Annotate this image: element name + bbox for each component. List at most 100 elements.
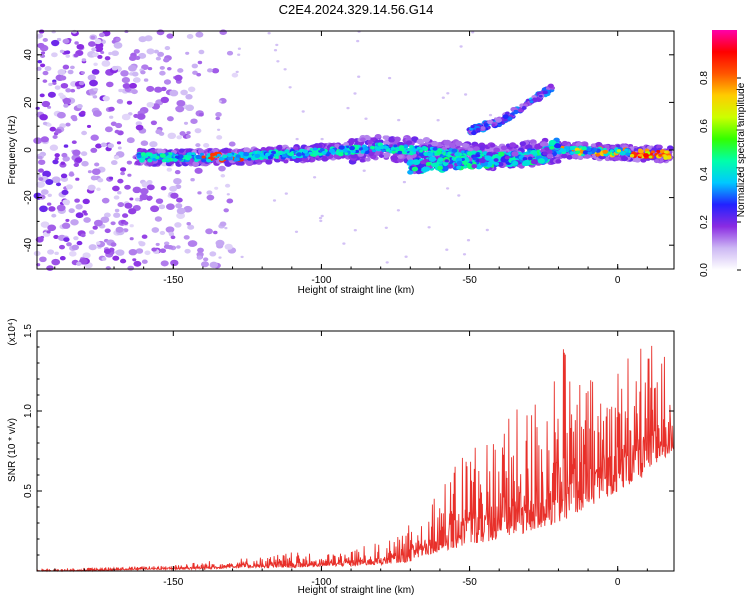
spectral-point xyxy=(138,36,147,43)
spectral-point xyxy=(488,113,493,117)
spectral-point xyxy=(88,244,97,251)
spectral-point xyxy=(61,152,68,158)
spectral-point xyxy=(547,83,554,89)
spectral-point xyxy=(416,138,425,145)
spectral-point xyxy=(412,159,421,166)
spectral-point xyxy=(38,177,44,181)
snr-background xyxy=(37,331,674,571)
spectral-point xyxy=(156,29,165,36)
spectral-point xyxy=(321,150,327,155)
spectral-point xyxy=(237,160,245,166)
spectral-point xyxy=(90,175,98,181)
spectral-point xyxy=(166,116,174,122)
spectral-point xyxy=(353,92,357,95)
spectral-point xyxy=(359,137,366,142)
spectral-point xyxy=(185,94,193,100)
spectral-point xyxy=(68,208,75,214)
spectral-point xyxy=(68,172,75,177)
spectral-point xyxy=(166,33,174,39)
spectral-point xyxy=(42,121,48,126)
spectral-point xyxy=(274,155,279,159)
colorbar-gradient xyxy=(712,30,737,270)
spectral-point xyxy=(459,45,463,48)
spectral-point xyxy=(54,153,60,158)
spectral-point xyxy=(284,192,288,195)
spectral-point xyxy=(294,230,299,233)
spectral-point xyxy=(41,100,51,108)
spectral-point xyxy=(403,144,409,149)
spectral-point xyxy=(151,153,158,158)
spectral-point xyxy=(129,224,134,228)
spectral-point xyxy=(603,144,610,149)
spectral-point xyxy=(109,115,114,119)
spectral-point xyxy=(346,106,350,110)
spectral-point xyxy=(114,129,120,134)
spectral-point xyxy=(404,255,408,258)
snr-panel: -150 -100 -50 0 0.5 1.0 1.5 Height of straigh… xyxy=(7,318,675,596)
spectral-point xyxy=(55,182,62,187)
spectral-point xyxy=(141,64,149,71)
spectral-point xyxy=(47,193,52,197)
spectral-point xyxy=(65,122,71,127)
colorbar-tick-label: 0.6 xyxy=(699,119,710,133)
spectral-point xyxy=(539,142,546,147)
spectral-point xyxy=(160,186,167,191)
spectral-point xyxy=(176,99,186,107)
spectral-point xyxy=(51,39,60,47)
spectral-point xyxy=(200,152,204,156)
spectral-point xyxy=(163,57,170,63)
spectral-point xyxy=(512,160,519,166)
spectral-point xyxy=(108,106,115,112)
spectrogram-x-label: Height of straight line (km) xyxy=(298,285,415,296)
spectral-point xyxy=(475,164,483,170)
spectral-point xyxy=(321,156,329,162)
spectral-point xyxy=(537,158,545,164)
spectral-point xyxy=(663,156,669,160)
spectral-point xyxy=(176,207,186,215)
spectral-point xyxy=(120,70,129,77)
spectral-point xyxy=(134,197,140,202)
spectral-point xyxy=(462,165,468,169)
spectral-point xyxy=(146,101,155,108)
spectral-point xyxy=(59,75,67,81)
spectral-point xyxy=(664,150,668,154)
spectral-point xyxy=(315,143,323,149)
spectral-point xyxy=(381,149,386,153)
spectral-point xyxy=(472,156,478,161)
spectral-point xyxy=(172,158,178,162)
spectral-point xyxy=(216,135,223,140)
spectral-point xyxy=(308,151,313,155)
spectral-point xyxy=(456,165,462,170)
spectral-point xyxy=(384,152,391,158)
spectral-point xyxy=(656,150,661,153)
spectral-point xyxy=(45,178,54,186)
spectral-point xyxy=(342,148,348,153)
spectral-point xyxy=(188,86,196,93)
spectral-point xyxy=(150,120,158,126)
spectral-point xyxy=(103,212,111,218)
spectral-point xyxy=(451,148,458,153)
spectral-point xyxy=(480,126,486,130)
spectral-point xyxy=(581,146,587,151)
spectral-point xyxy=(80,71,85,75)
spectral-point xyxy=(56,37,62,42)
spectral-point xyxy=(234,157,240,162)
spectral-point xyxy=(378,145,385,150)
spectral-point xyxy=(111,65,118,71)
spectral-point xyxy=(36,174,42,178)
spectral-point xyxy=(59,49,65,54)
spectral-point xyxy=(223,208,229,213)
spectral-point xyxy=(407,148,412,152)
spectral-point xyxy=(194,167,203,174)
spectral-point xyxy=(65,218,70,222)
spectral-point xyxy=(107,143,114,149)
spectral-point xyxy=(141,259,148,264)
spectral-point xyxy=(163,244,170,249)
spectral-point xyxy=(117,146,122,150)
spectral-point xyxy=(126,100,133,105)
spectral-point xyxy=(165,158,170,162)
spectral-point xyxy=(206,194,215,201)
spectral-point xyxy=(436,119,440,122)
spectral-point xyxy=(436,150,442,154)
spectral-point xyxy=(267,155,274,160)
